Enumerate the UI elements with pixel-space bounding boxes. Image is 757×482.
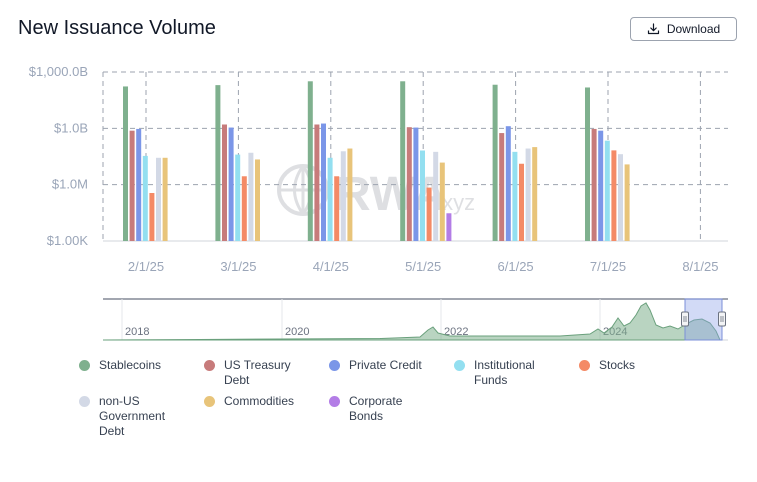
x-tick-label: 4/1/25 (313, 259, 349, 274)
legend-swatch (329, 360, 340, 371)
bar-stocks[interactable] (241, 176, 247, 241)
download-label: Download (666, 22, 721, 36)
bar-stocks[interactable] (426, 187, 432, 241)
bar-private-credit[interactable] (228, 127, 234, 241)
bar-stablecoins[interactable] (307, 81, 313, 242)
legend-label: non-US Government Debt (99, 394, 166, 438)
bar-stablecoins[interactable] (123, 86, 128, 241)
bar-stablecoins[interactable] (215, 85, 221, 241)
legend-item-institutional-funds[interactable]: Institutional Funds (454, 358, 579, 388)
legend-item-corporate-bonds[interactable]: Corporate Bonds (329, 394, 454, 439)
legend-swatch (204, 360, 215, 371)
bar-us-treasury-debt[interactable] (129, 130, 135, 241)
legend-label: Institutional Funds (474, 358, 535, 387)
bar-private-credit[interactable] (413, 127, 419, 241)
legend-item-stocks[interactable]: Stocks (579, 358, 704, 388)
download-button[interactable]: Download (630, 17, 737, 41)
bar-commodities[interactable] (347, 148, 353, 241)
bar-private-credit[interactable] (321, 123, 326, 241)
bar-us-treasury-debt[interactable] (314, 124, 320, 241)
legend-label: Private Credit (349, 358, 422, 372)
x-tick-label: 3/1/25 (220, 259, 256, 274)
bar-commodities[interactable] (439, 162, 445, 241)
y-tick-label: $1.0B (54, 120, 88, 135)
x-tick-label: 8/1/25 (682, 259, 718, 274)
legend-item-commodities[interactable]: Commodities (204, 394, 329, 439)
bar-commodities[interactable] (255, 159, 260, 241)
y-tick-label: $1,000.0B (29, 64, 88, 79)
globe-icon (277, 164, 329, 216)
bar-commodities[interactable] (532, 147, 538, 241)
legend-label: US Treasury Debt (224, 358, 291, 387)
legend-item-non-us-government-debt[interactable]: non-US Government Debt (79, 394, 204, 439)
legend-label: Stocks (599, 358, 636, 372)
bar-us-treasury-debt[interactable] (499, 133, 505, 241)
x-tick-label: 5/1/25 (405, 259, 441, 274)
bar-non-us-government-debt[interactable] (618, 154, 623, 241)
bar-institutional-funds[interactable] (420, 150, 425, 241)
legend-swatch (79, 396, 90, 407)
bar-institutional-funds[interactable] (512, 151, 518, 241)
bar-stablecoins[interactable] (400, 81, 406, 242)
bar-stablecoins[interactable] (492, 84, 498, 241)
bar-non-us-government-debt[interactable] (525, 148, 531, 241)
navigator-year-label: 2020 (285, 326, 309, 338)
y-tick-label: $1.0M (52, 177, 88, 192)
watermark: RWA.xyz (277, 164, 475, 221)
bar-institutional-funds[interactable] (235, 154, 241, 241)
legend-item-private-credit[interactable]: Private Credit (329, 358, 454, 388)
legend-item-stablecoins[interactable]: Stablecoins (79, 358, 204, 388)
navigator-handle[interactable] (681, 311, 689, 327)
bar-private-credit[interactable] (136, 128, 142, 241)
bar-institutional-funds[interactable] (604, 140, 610, 241)
navigator-year-label: 2022 (444, 326, 468, 338)
navigator-handle[interactable] (718, 311, 726, 327)
bar-stocks[interactable] (149, 192, 155, 241)
bar-non-us-government-debt[interactable] (248, 152, 254, 241)
bar-institutional-funds[interactable] (142, 155, 148, 241)
bar-us-treasury-debt[interactable] (406, 127, 412, 241)
legend-swatch (454, 360, 465, 371)
chart-title: New Issuance Volume (18, 17, 216, 39)
bar-commodities[interactable] (624, 164, 630, 241)
bar-non-us-government-debt[interactable] (433, 151, 439, 241)
legend-label: Corporate Bonds (349, 394, 403, 423)
navigator-year-label: 2018 (125, 326, 149, 338)
legend-item-us-treasury-debt[interactable]: US Treasury Debt (204, 358, 329, 388)
bar-corporate-bonds[interactable] (446, 213, 452, 241)
bar-stocks[interactable] (334, 176, 340, 241)
bar-stablecoins[interactable] (585, 87, 590, 241)
bar-stocks[interactable] (611, 150, 617, 241)
bar-non-us-government-debt[interactable] (340, 151, 346, 241)
y-tick-label: $1.00K (47, 233, 89, 248)
download-icon (647, 23, 660, 35)
x-tick-label: 6/1/25 (498, 259, 534, 274)
bar-stocks[interactable] (519, 163, 524, 241)
legend-swatch (329, 396, 340, 407)
bar-non-us-government-debt[interactable] (156, 157, 161, 241)
legend-swatch (79, 360, 90, 371)
bar-private-credit[interactable] (598, 130, 604, 241)
legend-label: Stablecoins (99, 358, 162, 372)
x-tick-label: 2/1/25 (128, 259, 164, 274)
bar-private-credit[interactable] (505, 126, 511, 241)
bar-us-treasury-debt[interactable] (591, 128, 597, 241)
x-tick-label: 7/1/25 (590, 259, 626, 274)
bar-institutional-funds[interactable] (327, 157, 333, 241)
legend-swatch (579, 360, 590, 371)
bar-commodities[interactable] (162, 157, 168, 241)
bar-us-treasury-debt[interactable] (222, 124, 227, 241)
navigator-series-area (102, 302, 721, 341)
chart-legend: Stablecoins US Treasury Debt Private Credi… (79, 358, 679, 439)
navigator-selection[interactable] (684, 298, 723, 341)
legend-label: Commodities (224, 394, 295, 408)
legend-swatch (204, 396, 215, 407)
